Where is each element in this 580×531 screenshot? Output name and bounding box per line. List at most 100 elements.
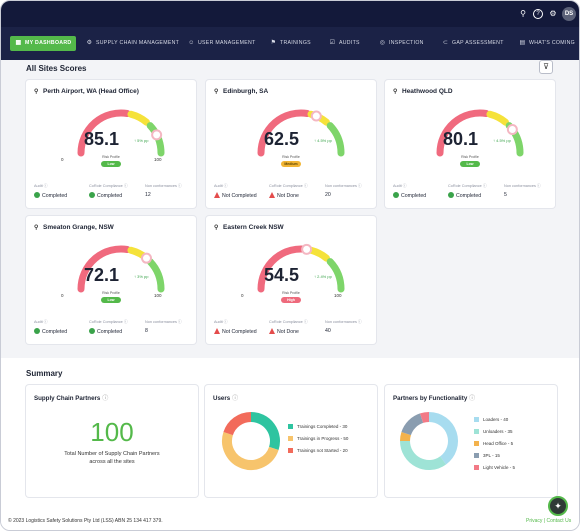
info-icon[interactable]: ⓘ	[222, 184, 228, 188]
donut-slice[interactable]	[428, 412, 458, 465]
non-conformances-value: 5	[504, 192, 507, 198]
legend-swatch	[288, 436, 293, 441]
site-name: ⚲ Eastern Creek NSW	[214, 224, 284, 231]
nav-audits[interactable]: ☑ AUDITS	[329, 36, 360, 51]
info-icon[interactable]: ⓘ	[401, 184, 407, 188]
coc-status-value: Completed	[89, 192, 122, 199]
label-text: Audit	[393, 184, 402, 188]
info-icon[interactable]: ⓘ	[302, 320, 308, 324]
value-text: Completed	[456, 193, 482, 199]
search-icon[interactable]: ⚲	[520, 9, 526, 18]
score-gauge	[257, 109, 345, 157]
site-card[interactable]: ⚲ Smeaton Grange, NSW 72.1 ↑ 3% pp Risk Prof…	[26, 216, 196, 344]
info-icon[interactable]: ⓘ	[356, 320, 362, 324]
score-delta: ↑ 3% pp	[134, 274, 149, 279]
label-text: CoRole Compliance	[448, 184, 482, 188]
nav-inspection[interactable]: ◎ INSPECTION	[379, 36, 424, 51]
info-icon[interactable]: ⓘ	[222, 320, 228, 324]
card-title: Supply Chain Partners ⓘ	[34, 393, 108, 402]
coc-status-label: CoRole Compliance ⓘ	[269, 184, 308, 189]
site-card[interactable]: ⚲ Perth Airport, WA (Head Office) 85.1 ↑ 5%…	[26, 80, 196, 208]
info-icon[interactable]: ⓘ	[42, 184, 48, 188]
check-circle-icon	[89, 192, 95, 198]
gauge-needle-knob	[310, 110, 322, 122]
info-icon[interactable]: ⓘ	[102, 395, 109, 402]
donut-slice[interactable]	[401, 413, 424, 436]
score-gauge	[77, 245, 165, 293]
nav-whats-coming[interactable]: ▤ WHAT'S COMING	[519, 36, 575, 51]
gauge-red-band	[77, 245, 131, 293]
label-text: Non conformances	[504, 184, 536, 188]
nav-user-management[interactable]: ☺ USER MANAGEMENT	[188, 36, 256, 51]
avatar[interactable]: DS	[562, 7, 576, 21]
filter-button[interactable]: ⊽	[539, 60, 553, 74]
info-icon[interactable]: ⓘ	[469, 395, 476, 402]
site-card[interactable]: ⚲ Edinburgh, SA 62.5 ↑ 4.5% pp Risk Profile M…	[206, 80, 376, 208]
info-icon[interactable]: ⓘ	[302, 184, 308, 188]
help-icon[interactable]: ?	[533, 9, 543, 19]
legend-item[interactable]: Head Office - 5	[474, 441, 513, 446]
main-nav: ▦ MY DASHBOARD ⚙ SUPPLY CHAIN MANAGEMENT ☺…	[1, 27, 579, 60]
value-text: Completed	[42, 193, 68, 199]
chat-icon: ✦	[554, 501, 562, 511]
info-icon[interactable]: ⓘ	[356, 184, 362, 188]
legend-item[interactable]: Trainings in Progress - 50	[288, 436, 348, 441]
nav-my-dashboard[interactable]: ▦ MY DASHBOARD	[10, 36, 77, 51]
truck-icon: ⚙	[86, 40, 93, 46]
info-icon[interactable]: ⓘ	[42, 320, 48, 324]
non-conformances-value: 12	[145, 192, 151, 198]
audit-status-value: Completed	[34, 328, 67, 335]
legend-item[interactable]: Loaders - 40	[474, 417, 508, 422]
score-gauge	[436, 109, 524, 157]
site-name: ⚲ Perth Airport, WA (Head Office)	[34, 88, 139, 95]
donut-slice[interactable]	[420, 412, 430, 423]
legend-swatch	[474, 441, 479, 446]
info-icon[interactable]: ⓘ	[231, 395, 239, 402]
site-card[interactable]: ⚲ Heathwood QLD 80.1 ↑ 4.5% pp Risk Profile L…	[385, 80, 555, 208]
legend-item[interactable]: Unloaders - 35	[474, 429, 513, 434]
risk-badge: Low	[460, 161, 480, 167]
info-icon[interactable]: ⓘ	[122, 184, 128, 188]
users-donut-chart	[222, 412, 280, 470]
donut-slice[interactable]	[400, 440, 447, 470]
gauge-needle-knob	[506, 123, 518, 135]
nav-trainings[interactable]: ⚑ TRAININGS	[270, 36, 311, 51]
value-text: Completed	[97, 193, 123, 199]
location-pin-icon: ⚲	[214, 89, 219, 95]
info-icon[interactable]: ⓘ	[481, 184, 487, 188]
settings-icon[interactable]: ⚙	[549, 9, 557, 18]
gauge-red-band	[77, 109, 131, 157]
info-icon[interactable]: ⓘ	[176, 184, 182, 188]
legend-item[interactable]: 3PL - 15	[474, 453, 500, 458]
info-icon[interactable]: ⓘ	[122, 320, 128, 324]
info-icon[interactable]: ⓘ	[535, 184, 541, 188]
legend-swatch	[288, 448, 293, 453]
nav-gap-assessment[interactable]: ⊂ GAP ASSESSMENT	[442, 36, 504, 51]
non-conformances-label: Non conformances ⓘ	[325, 320, 362, 325]
nav-label: TRAININGS	[280, 40, 311, 46]
privacy-contact-link[interactable]: Privacy | Contact Us	[526, 518, 572, 524]
donut-slice[interactable]	[223, 412, 252, 436]
dashboard-icon: ▦	[15, 40, 22, 46]
site-card[interactable]: ⚲ Eastern Creek NSW 54.5 ↑ 2.4% pp Risk Prof…	[206, 216, 376, 344]
risk-badge: Low	[101, 297, 121, 303]
audit-status-label: Audit ⓘ	[393, 184, 407, 189]
label-text: Audit	[34, 184, 43, 188]
donut-slice[interactable]	[400, 432, 411, 442]
non-conformances-value: 40	[325, 328, 331, 334]
legend-item[interactable]: Trainings Completed - 30	[288, 424, 347, 429]
info-icon[interactable]: ⓘ	[176, 320, 182, 324]
nav-supply-chain[interactable]: ⚙ SUPPLY CHAIN MANAGEMENT	[86, 36, 179, 51]
legend-swatch	[474, 429, 479, 434]
help-chat-button[interactable]: ✦	[548, 496, 568, 516]
site-name: ⚲ Heathwood QLD	[393, 88, 453, 95]
legend-item[interactable]: Light Vehicle - 5	[474, 465, 515, 470]
risk-profile-label: Risk Profile	[102, 291, 120, 295]
audit-status-value: Not Completed	[214, 192, 257, 199]
donut-slice[interactable]	[250, 412, 280, 450]
legend-label: Light Vehicle - 5	[483, 465, 516, 470]
gauge-yellow-band	[486, 110, 509, 126]
legend-item[interactable]: Trainings not Started - 20	[288, 448, 348, 453]
donut-slice[interactable]	[222, 432, 279, 470]
value-text: Completed	[401, 193, 427, 199]
